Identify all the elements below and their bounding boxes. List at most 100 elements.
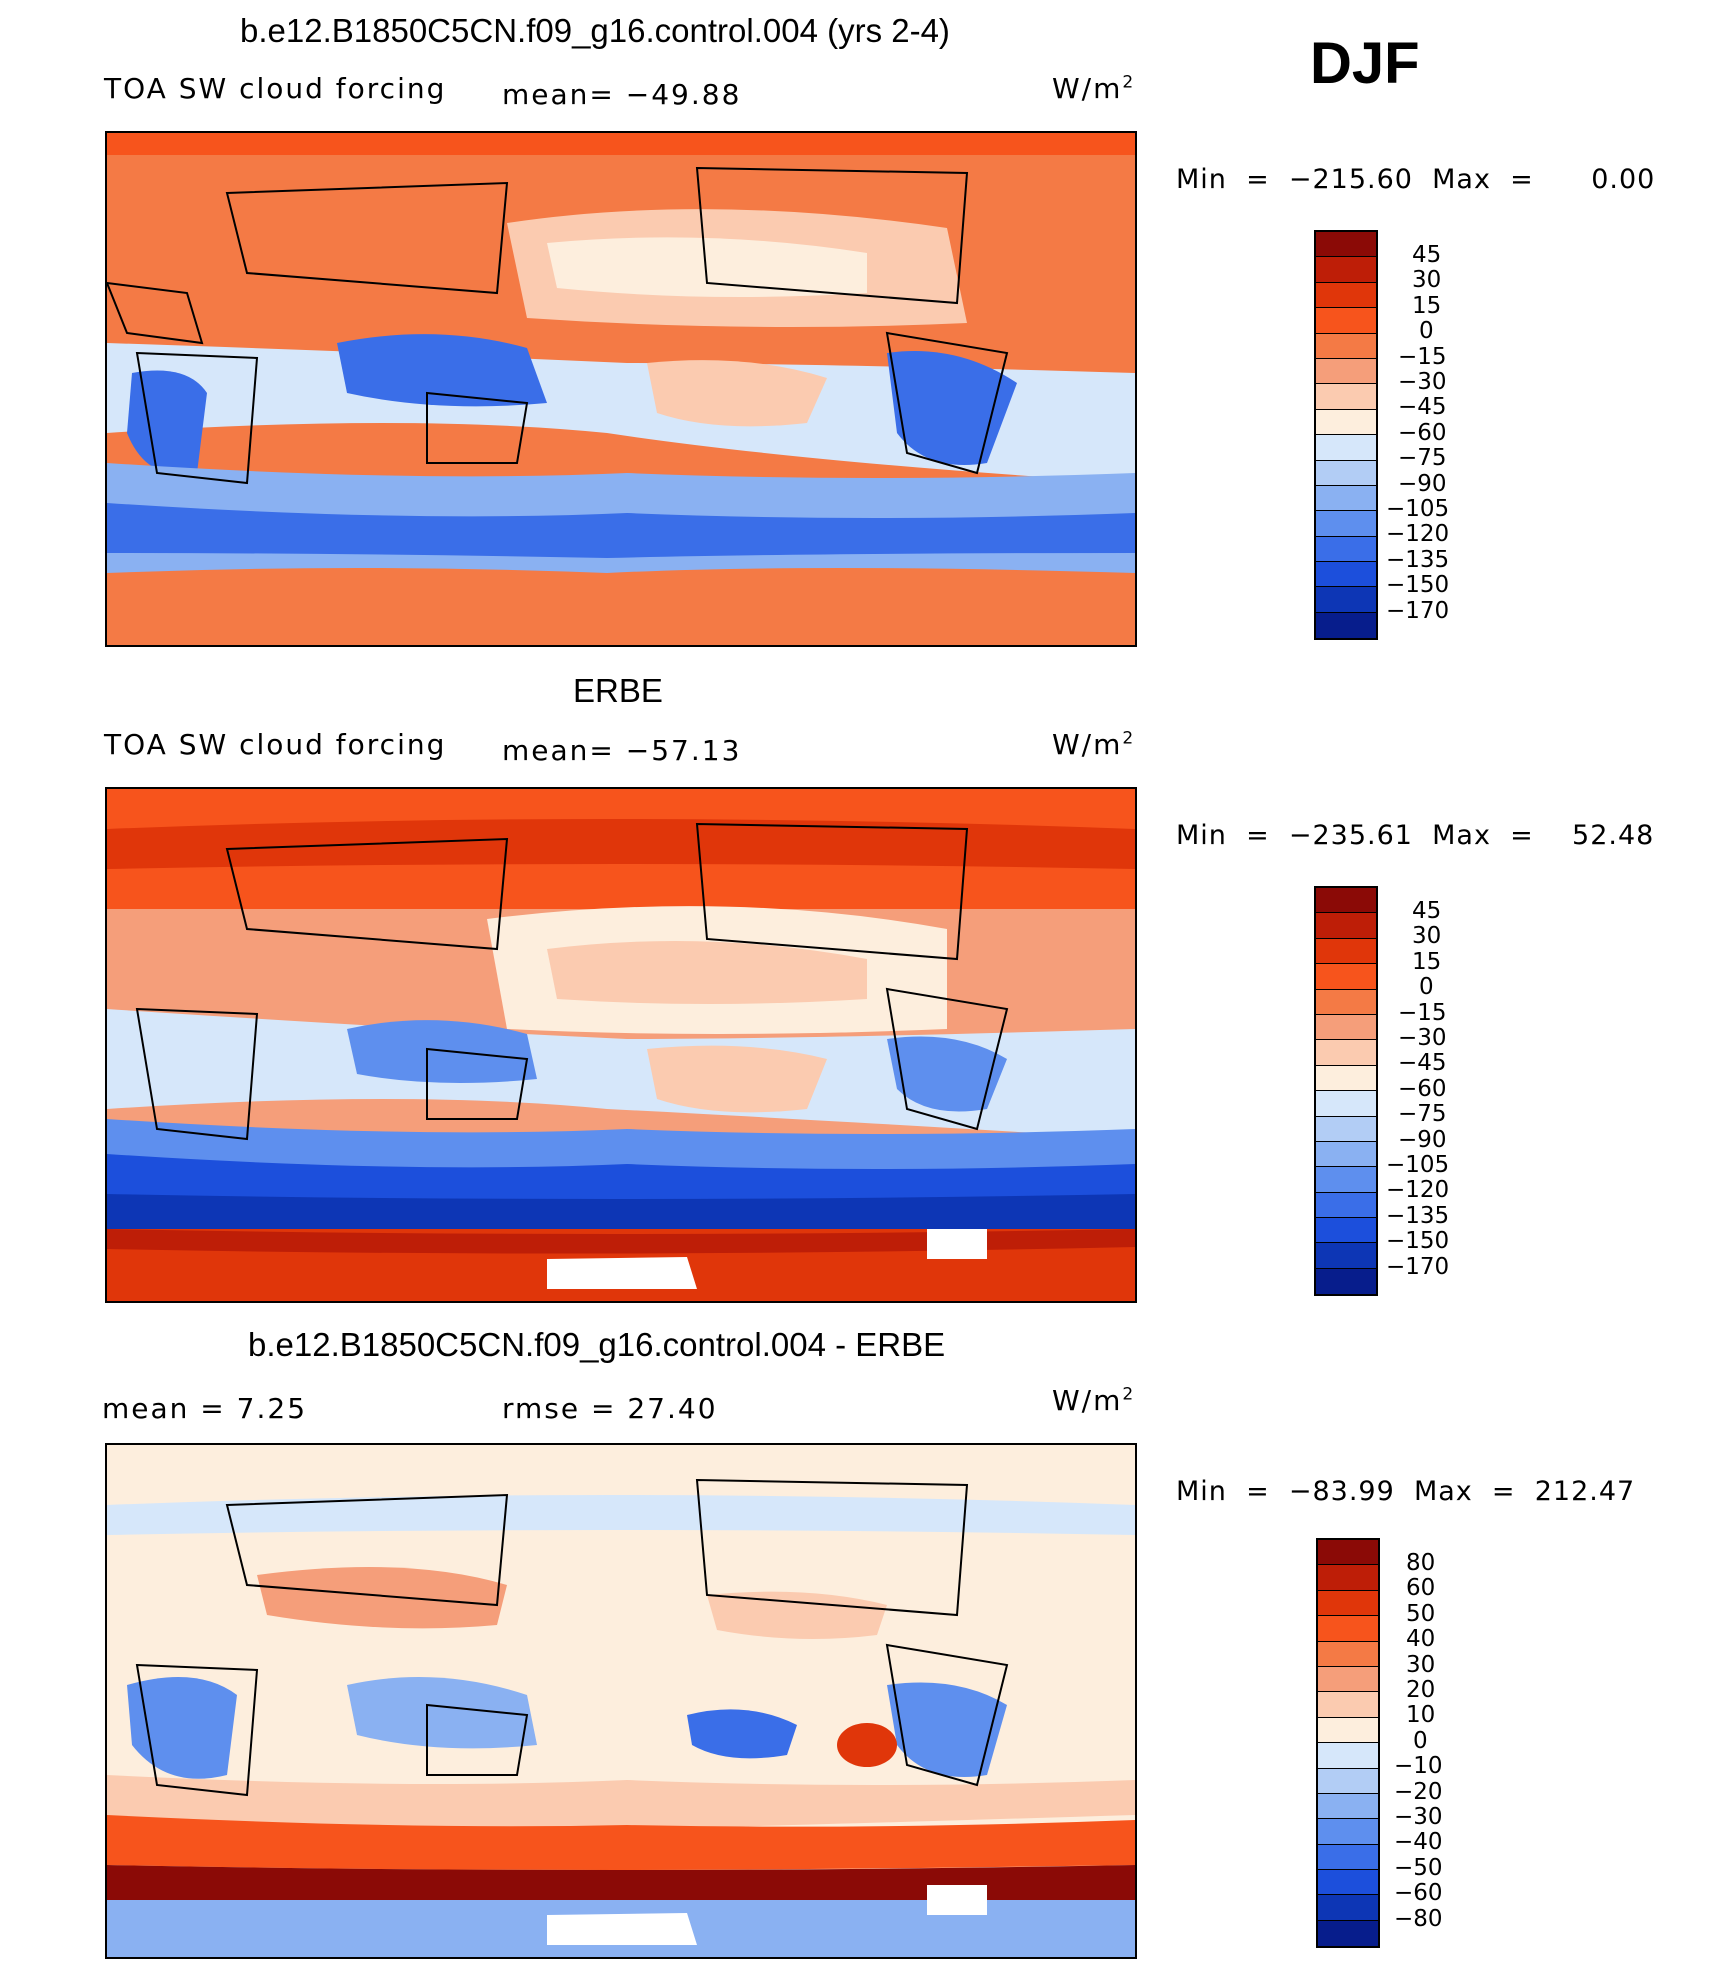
antarctica-band bbox=[107, 573, 1135, 645]
panel-2-title: ERBE bbox=[573, 672, 663, 709]
panel-3-minmax: Min = −83.99 Max = 212.47 bbox=[1176, 1476, 1636, 1507]
colorbar-tick-label: −15 bbox=[1398, 343, 1447, 370]
panel-1-colorbar-swatch bbox=[1316, 232, 1376, 258]
maritime-negative-anomaly bbox=[347, 1677, 537, 1749]
colorbar-tick-label: −45 bbox=[1398, 394, 1447, 421]
panel-3-colorbar-swatch bbox=[1318, 1540, 1378, 1566]
colorbar-tick-label: −60 bbox=[1398, 419, 1447, 446]
panel-1-colorbar-swatch bbox=[1316, 409, 1376, 436]
panel-1-map bbox=[105, 131, 1137, 647]
panel-1-colorbar-swatch bbox=[1316, 257, 1376, 283]
panel-2-variable-label: TOA SW cloud forcing bbox=[104, 728, 447, 761]
panel-1-colorbar-swatch bbox=[1316, 460, 1376, 486]
colorbar-tick-label: −170 bbox=[1386, 597, 1450, 624]
colorbar-tick-label: 60 bbox=[1406, 1575, 1436, 1602]
maritime-continent bbox=[337, 334, 547, 407]
colorbar-tick-label: −135 bbox=[1386, 1202, 1450, 1229]
panel-2-colorbar-swatch bbox=[1316, 1014, 1376, 1041]
panel-3-colorbar-swatch bbox=[1318, 1692, 1378, 1718]
panel-2-colorbar-swatch bbox=[1316, 888, 1376, 914]
panel-3-colorbar-swatch bbox=[1318, 1641, 1378, 1667]
colorbar-tick-label: 0 bbox=[1413, 1727, 1428, 1754]
panel-3-colorbar-swatch bbox=[1318, 1616, 1378, 1642]
panel-1-colorbar-swatch bbox=[1316, 511, 1376, 537]
northern-patch bbox=[107, 1495, 1135, 1535]
africa-negative-anomaly bbox=[127, 1677, 237, 1779]
asia-positive-anomaly bbox=[257, 1567, 507, 1629]
coastlines bbox=[135, 822, 1009, 1141]
panel-3-colorbar-swatch bbox=[1318, 1565, 1378, 1591]
colorbar-tick-label: 80 bbox=[1406, 1550, 1436, 1576]
missing-data-region bbox=[547, 1257, 697, 1289]
panel-1-units: W/m2 bbox=[1052, 72, 1136, 105]
panel-1-mean-label: mean= −49.88 bbox=[502, 78, 742, 111]
panel-3-colorbar-swatch bbox=[1318, 1590, 1378, 1617]
panel-2-colorbar-swatch bbox=[1316, 1167, 1376, 1193]
colorbar-tick-label: −40 bbox=[1394, 1829, 1443, 1856]
amazon-convection bbox=[887, 1036, 1007, 1112]
panel-2-colorbar-swatch bbox=[1316, 1116, 1376, 1142]
colorbar-tick-label: −150 bbox=[1386, 1228, 1450, 1255]
colorbar-tick-label: −80 bbox=[1394, 1905, 1443, 1932]
colorbar-tick-label: −30 bbox=[1394, 1804, 1443, 1830]
panel-3-rmse-label: rmse = 27.40 bbox=[502, 1392, 718, 1425]
season-label: DJF bbox=[1310, 31, 1420, 96]
south-africa-convection bbox=[127, 370, 207, 475]
colorbar-tick-label: −30 bbox=[1398, 369, 1447, 395]
colorbar-tick-label: −75 bbox=[1398, 445, 1447, 472]
panel-1-minmax: Min = −215.60 Max = 0.00 bbox=[1176, 164, 1656, 195]
colorbar-tick-label: −60 bbox=[1398, 1075, 1447, 1102]
panel-2-colorbar-swatch bbox=[1316, 913, 1376, 939]
panel-2-units: W/m2 bbox=[1052, 728, 1136, 761]
panel-2-minmax: Min = −235.61 Max = 52.48 bbox=[1176, 820, 1655, 851]
colorbar-tick-label: −50 bbox=[1394, 1854, 1443, 1881]
panel-1-colorbar-swatch bbox=[1316, 536, 1376, 563]
colorbar-tick-label: −105 bbox=[1386, 1152, 1450, 1178]
panel-3-colorbar-swatch bbox=[1318, 1793, 1378, 1820]
panel-3-title: b.e12.B1850C5CN.f09_g16.control.004 - ER… bbox=[248, 1326, 946, 1363]
panel-3-map bbox=[105, 1443, 1137, 1959]
panel-2-colorbar bbox=[1314, 886, 1378, 1297]
panel-1-colorbar-swatch bbox=[1316, 485, 1376, 512]
panel-1-variable-label: TOA SW cloud forcing bbox=[104, 72, 447, 105]
southern-ocean-positive-anomaly bbox=[107, 1815, 1135, 1870]
colorbar-tick-label: 45 bbox=[1412, 242, 1442, 268]
colorbar-tick-label: −120 bbox=[1386, 1177, 1450, 1204]
panel-1-colorbar-swatch bbox=[1316, 384, 1376, 410]
colorbar-tick-label: 15 bbox=[1412, 948, 1442, 975]
colorbar-tick-label: 20 bbox=[1406, 1677, 1436, 1703]
colorbar-tick-label: −90 bbox=[1398, 1126, 1447, 1153]
panel-3-colorbar-swatch bbox=[1318, 1870, 1378, 1896]
panel-2-colorbar-swatch bbox=[1316, 1091, 1376, 1117]
panel-2-colorbar-swatch bbox=[1316, 1243, 1376, 1269]
colorbar-tick-label: 40 bbox=[1406, 1626, 1436, 1653]
panel-2-colorbar-swatch bbox=[1316, 938, 1376, 965]
panel-2-map bbox=[105, 787, 1137, 1303]
panel-3-colorbar bbox=[1316, 1538, 1380, 1949]
panel-3-units: W/m2 bbox=[1052, 1384, 1136, 1417]
coastlines bbox=[135, 1478, 1009, 1797]
colorbar-tick-label: −135 bbox=[1386, 546, 1450, 573]
panel-3-colorbar-swatch bbox=[1318, 1666, 1378, 1693]
panel-2-colorbar-swatch bbox=[1316, 1065, 1376, 1092]
maritime-continent bbox=[347, 1020, 537, 1083]
panel-3-colorbar-swatch bbox=[1318, 1920, 1378, 1947]
colorbar-tick-label: −15 bbox=[1398, 999, 1447, 1026]
southern-ocean-core bbox=[107, 503, 1135, 558]
amazon-convection bbox=[887, 351, 1017, 465]
panel-2-colorbar-swatch bbox=[1316, 1040, 1376, 1066]
colorbar-tick-label: 45 bbox=[1412, 898, 1442, 924]
panel-2-colorbar-swatch bbox=[1316, 1218, 1376, 1244]
panel-1-colorbar-swatch bbox=[1316, 333, 1376, 359]
panel-2-colorbar-swatch bbox=[1316, 989, 1376, 1015]
colorbar-tick-label: 30 bbox=[1406, 1651, 1436, 1678]
missing-data-region bbox=[547, 1913, 697, 1945]
panel-1-colorbar bbox=[1314, 230, 1378, 641]
panel-1-colorbar-swatch bbox=[1316, 358, 1376, 385]
panel-2-colorbar-swatch bbox=[1316, 1268, 1376, 1295]
panel-1-title: b.e12.B1850C5CN.f09_g16.control.004 (yrs… bbox=[240, 12, 950, 49]
panel-1-colorbar-swatch bbox=[1316, 562, 1376, 588]
panel-3-colorbar-swatch bbox=[1318, 1717, 1378, 1744]
panel-2-colorbar-swatch bbox=[1316, 964, 1376, 990]
colorbar-tick-label: −30 bbox=[1398, 1025, 1447, 1051]
